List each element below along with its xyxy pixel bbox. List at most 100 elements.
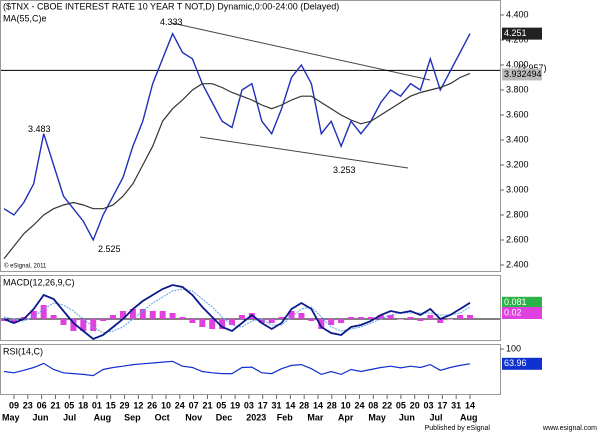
x-tick-label: 03 bbox=[424, 400, 434, 410]
x-month-label: Sep bbox=[124, 412, 141, 422]
macd-hist-bar bbox=[357, 317, 364, 319]
macd-hist-bar bbox=[40, 305, 47, 319]
x-tick-label: 20 bbox=[410, 400, 420, 410]
macd-hist-bar bbox=[119, 311, 126, 319]
macd-hist-bar bbox=[318, 319, 325, 329]
last-price: 4.251 bbox=[504, 28, 527, 38]
hist-last-box bbox=[502, 307, 542, 319]
x-month-label: Jun bbox=[399, 412, 415, 422]
macd-hist-bar bbox=[348, 317, 355, 319]
macd-hist-bar bbox=[159, 311, 166, 319]
macd-hist-bar bbox=[60, 319, 67, 325]
macd-hist-bar bbox=[139, 309, 146, 319]
x-month-label: Aug bbox=[460, 412, 478, 422]
x-month-label: May bbox=[368, 412, 386, 422]
macd-hist-bar bbox=[100, 319, 107, 321]
annotation: 3.483 bbox=[28, 124, 51, 134]
macd-hist-bar bbox=[229, 319, 236, 325]
x-tick-label: 19 bbox=[230, 400, 240, 410]
macd-hist-bar bbox=[70, 319, 77, 331]
x-month-label: Mar bbox=[307, 412, 324, 422]
macd-hist-bar bbox=[268, 319, 275, 323]
macd-hist-bar bbox=[387, 315, 394, 319]
x-month-label: Jul bbox=[63, 412, 76, 422]
x-tick-label: 10 bbox=[341, 400, 351, 410]
annotation: 4.333 bbox=[160, 17, 183, 27]
trend-line-lower bbox=[199, 136, 409, 169]
macd-hist-bar bbox=[407, 317, 414, 319]
x-tick-label: 17 bbox=[437, 400, 447, 410]
x-month-label: Apr bbox=[338, 412, 354, 422]
level-label: (3.957) bbox=[518, 63, 547, 73]
macd-hist-bar bbox=[30, 311, 37, 319]
x-tick-label: 31 bbox=[272, 400, 282, 410]
ma-label: MA(55,C)e bbox=[3, 13, 47, 23]
x-tick-label: 06 bbox=[37, 400, 47, 410]
footer-left: Published by eSignal bbox=[425, 425, 491, 432]
y-tick-label: 3.400 bbox=[506, 134, 529, 144]
macd-hist-bar bbox=[80, 319, 87, 331]
rsi-label: RSI(14,C) bbox=[3, 346, 43, 356]
x-month-label: Dec bbox=[216, 412, 233, 422]
x-tick-label: 03 bbox=[244, 400, 254, 410]
macd-hist-bar bbox=[338, 319, 345, 323]
macd-hist-bar bbox=[367, 317, 374, 319]
x-tick-label: 31 bbox=[451, 400, 461, 410]
macd-last-box bbox=[502, 296, 542, 309]
last-ma-box bbox=[502, 68, 542, 81]
macd-hist-bar bbox=[447, 319, 454, 320]
macd-hist-bar bbox=[377, 315, 384, 319]
y-tick-label: 4.400 bbox=[506, 9, 529, 19]
x-month-label: Nov bbox=[185, 412, 202, 422]
x-tick-label: 01 bbox=[92, 400, 102, 410]
x-tick-label: 28 bbox=[327, 400, 337, 410]
footer-right: www.esignal.com bbox=[542, 425, 597, 432]
rsi-panel bbox=[0, 344, 501, 395]
x-tick-label: 26 bbox=[147, 400, 157, 410]
macd-hist-bar bbox=[308, 319, 315, 321]
annotation: 2.525 bbox=[98, 244, 121, 254]
x-tick-label: 22 bbox=[382, 400, 392, 410]
macd-hist-bar bbox=[209, 319, 216, 329]
macd-hist-bar bbox=[278, 317, 285, 319]
x-tick-label: 18 bbox=[78, 400, 88, 410]
y-tick-label: 2.400 bbox=[506, 259, 529, 269]
macd-last: 0.081 bbox=[504, 297, 527, 307]
y-tick-label: 3.800 bbox=[506, 84, 529, 94]
hist-last: 0.02 bbox=[504, 307, 522, 317]
x-tick-label: 21 bbox=[202, 400, 212, 410]
macd-hist-bar bbox=[199, 319, 206, 327]
x-tick-label: 05 bbox=[64, 400, 74, 410]
y-tick-label: 2.600 bbox=[506, 234, 529, 244]
macd-hist-bar bbox=[110, 315, 117, 319]
macd-hist-bar bbox=[10, 319, 17, 323]
x-tick-label: 08 bbox=[368, 400, 378, 410]
x-tick-label: 05 bbox=[216, 400, 226, 410]
rsi-last-box bbox=[502, 357, 542, 370]
last-price-box bbox=[502, 27, 542, 40]
rsi-line bbox=[3, 360, 471, 377]
macd-hist-bar bbox=[50, 315, 57, 319]
macd-hist-bar bbox=[467, 315, 473, 319]
macd-hist-bar bbox=[427, 315, 434, 319]
chart-title: ($TNX - CBOE INTEREST RATE 10 YEAR T NOT… bbox=[3, 1, 339, 11]
annotation: 3.253 bbox=[333, 165, 356, 175]
macd-hist-bar bbox=[179, 317, 186, 319]
macd-hist-bar bbox=[457, 315, 464, 319]
x-tick-label: 12 bbox=[133, 400, 143, 410]
y-tick-label: 4.000 bbox=[506, 59, 529, 69]
last-ma: 3.932494 bbox=[504, 69, 542, 79]
macd-hist-bar bbox=[238, 315, 245, 319]
macd-label: MACD(12,26,9,C) bbox=[3, 277, 75, 287]
x-tick-label: 28 bbox=[299, 400, 309, 410]
rsi-tick-label: 100 bbox=[506, 343, 521, 353]
price-line bbox=[3, 32, 471, 242]
x-tick-label: 15 bbox=[106, 400, 116, 410]
macd-hist-bar bbox=[258, 319, 265, 323]
y-tick-label: 3.200 bbox=[506, 159, 529, 169]
x-tick-label: 14 bbox=[285, 400, 295, 410]
x-month-label: 2023 bbox=[246, 412, 266, 422]
x-tick-label: 10 bbox=[161, 400, 171, 410]
y-tick-label: 2.800 bbox=[506, 209, 529, 219]
